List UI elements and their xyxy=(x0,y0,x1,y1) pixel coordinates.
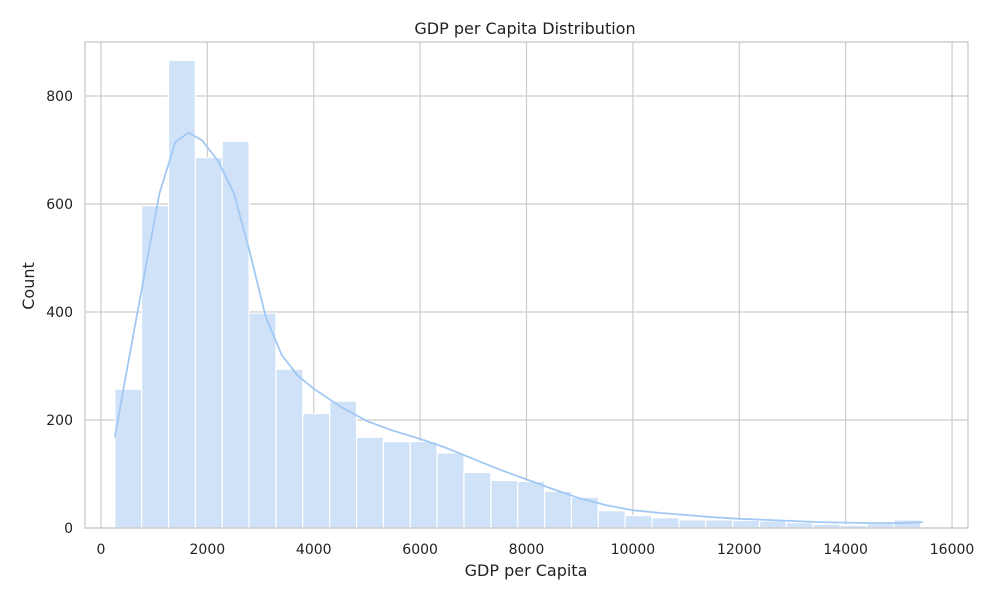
histogram-bar xyxy=(732,519,761,529)
x-tick-label: 16000 xyxy=(930,542,975,558)
y-tick-label: 0 xyxy=(64,521,73,537)
histogram-bar xyxy=(758,520,787,529)
histogram-bar xyxy=(355,436,385,529)
histogram-bar xyxy=(785,521,814,529)
chart-title: GDP per Capita Distribution xyxy=(414,19,635,38)
histogram-bar xyxy=(436,452,465,529)
histogram-bar xyxy=(275,368,304,529)
histogram-bars xyxy=(114,59,922,529)
histogram-bar xyxy=(490,479,519,529)
x-tick-label: 0 xyxy=(96,542,105,558)
histogram-bar xyxy=(329,400,358,529)
histogram-bar xyxy=(141,205,170,529)
x-tick-label: 12000 xyxy=(717,542,762,558)
x-tick-label: 14000 xyxy=(823,542,868,558)
x-tick-label: 8000 xyxy=(509,542,545,558)
y-axis-ticks: 0 200 400 600 800 xyxy=(46,89,73,537)
kde-density-line xyxy=(113,131,923,524)
histogram-bar xyxy=(167,59,196,529)
histogram-bar xyxy=(705,519,734,529)
y-tick-label: 400 xyxy=(46,305,73,321)
x-axis-ticks: 0 2000 4000 6000 8000 10000 12000 14000 16000 xyxy=(96,542,974,558)
histogram-bar xyxy=(597,510,626,529)
histogram-bar xyxy=(543,490,573,529)
x-tick-label: 6000 xyxy=(402,542,438,558)
plot-frame xyxy=(84,41,969,529)
histogram-bar xyxy=(624,514,653,529)
histogram-bar xyxy=(678,519,707,529)
x-tick-label: 4000 xyxy=(296,542,332,558)
x-tick-label: 2000 xyxy=(190,542,226,558)
histogram-bar xyxy=(382,441,411,529)
histogram-bar xyxy=(517,480,546,529)
y-tick-label: 600 xyxy=(46,197,73,213)
histogram-bar xyxy=(409,441,438,529)
y-tick-label: 200 xyxy=(46,413,73,429)
y-axis-label: Count xyxy=(19,262,38,310)
y-tick-label: 800 xyxy=(46,89,73,105)
x-axis-label: GDP per Capita xyxy=(465,561,588,580)
histogram-bar xyxy=(248,312,277,529)
histogram-bar xyxy=(302,412,331,529)
histogram-bar xyxy=(463,471,492,529)
histogram-bar xyxy=(194,156,223,529)
histogram-bar xyxy=(651,517,680,529)
x-tick-label: 10000 xyxy=(611,542,656,558)
